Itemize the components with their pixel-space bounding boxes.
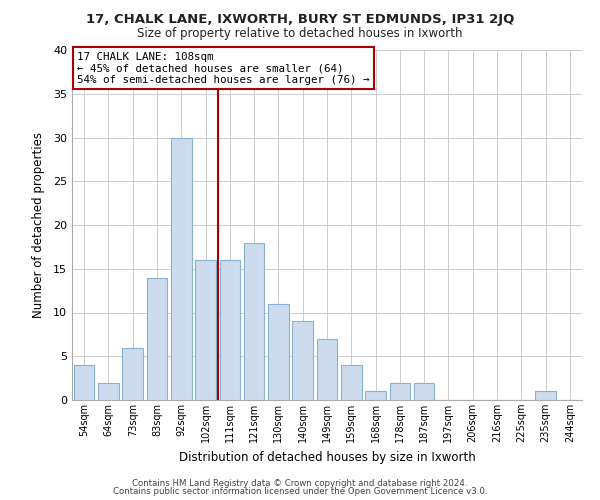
Bar <box>98 382 119 400</box>
Text: 17 CHALK LANE: 108sqm
← 45% of detached houses are smaller (64)
54% of semi-deta: 17 CHALK LANE: 108sqm ← 45% of detached … <box>77 52 370 85</box>
Bar <box>195 260 216 400</box>
Bar <box>171 138 191 400</box>
Bar <box>268 304 289 400</box>
Bar <box>74 365 94 400</box>
Text: 17, CHALK LANE, IXWORTH, BURY ST EDMUNDS, IP31 2JQ: 17, CHALK LANE, IXWORTH, BURY ST EDMUNDS… <box>86 12 514 26</box>
Bar <box>535 391 556 400</box>
Y-axis label: Number of detached properties: Number of detached properties <box>32 132 44 318</box>
Text: Contains HM Land Registry data © Crown copyright and database right 2024.: Contains HM Land Registry data © Crown c… <box>132 478 468 488</box>
Bar <box>414 382 434 400</box>
Bar <box>341 365 362 400</box>
Text: Contains public sector information licensed under the Open Government Licence v3: Contains public sector information licen… <box>113 487 487 496</box>
Text: Size of property relative to detached houses in Ixworth: Size of property relative to detached ho… <box>137 28 463 40</box>
Bar <box>389 382 410 400</box>
Bar <box>220 260 240 400</box>
X-axis label: Distribution of detached houses by size in Ixworth: Distribution of detached houses by size … <box>179 450 475 464</box>
Bar <box>317 339 337 400</box>
Bar <box>146 278 167 400</box>
Bar <box>122 348 143 400</box>
Bar <box>292 322 313 400</box>
Bar <box>244 242 265 400</box>
Bar <box>365 391 386 400</box>
